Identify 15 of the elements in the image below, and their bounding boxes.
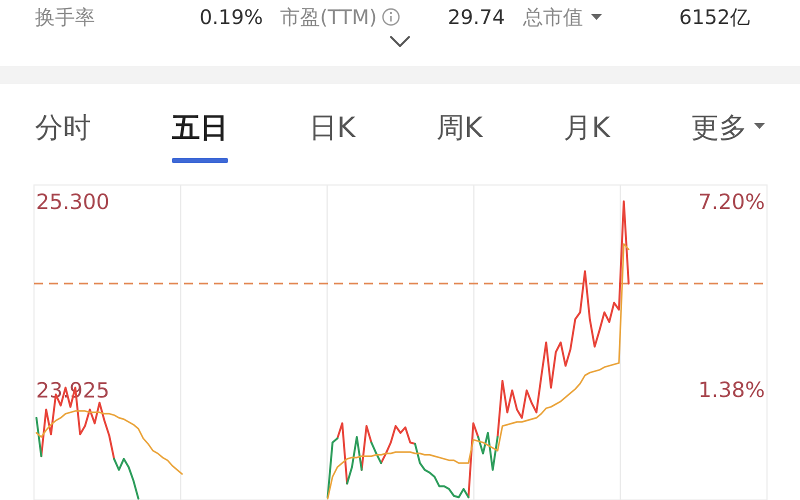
text: 6152亿 [679, 5, 750, 29]
y-tick-label: 25.300 [36, 190, 110, 214]
text: 周K [436, 111, 484, 144]
text: 29.74 [448, 5, 505, 29]
text: 分时 [35, 111, 91, 144]
text: 月K [564, 111, 611, 144]
text: 0.19% [199, 5, 263, 29]
y2-tick-label: 1.38% [698, 378, 765, 402]
text: 总市值 [522, 5, 583, 29]
text: 换手率 [35, 5, 95, 29]
text: 五日 [170, 111, 228, 144]
text: 更多 [691, 111, 747, 144]
text: 市盈(TTM) [280, 5, 377, 29]
y2-tick-label: 7.20% [698, 190, 765, 214]
text: 日K [308, 111, 356, 144]
